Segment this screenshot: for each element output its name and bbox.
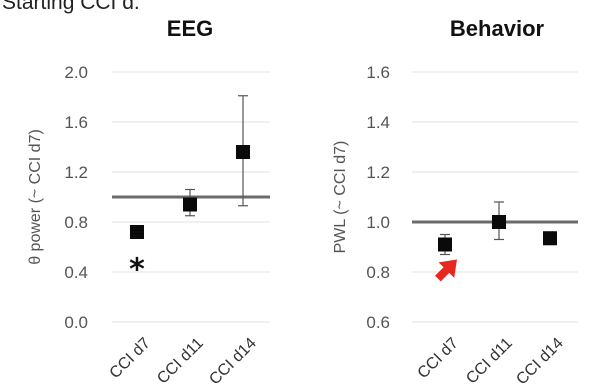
y-tick-label: 0.8	[64, 213, 88, 232]
data-point-marker	[236, 145, 250, 159]
data-point-marker	[183, 197, 197, 212]
x-tick-label: CCI d7	[415, 335, 462, 382]
x-tick-label: CCI d11	[463, 335, 516, 388]
eeg-chart-title: EEG	[167, 16, 213, 41]
y-axis-label: θ power (~ CCI d7)	[27, 129, 44, 265]
eeg-chart-panel: EEG 0.0 0.4 0.8 1.2 1.6 2.0 θ power (~ CCI d7) C…	[27, 16, 270, 388]
y-tick-label: 1.0	[366, 213, 390, 232]
y-axis-label: PWL (~ CCI d7)	[332, 141, 349, 254]
header-fragment: Starting CCI d.	[2, 0, 140, 14]
y-tick-label: 0.6	[366, 313, 390, 332]
y-tick-label: 1.6	[366, 63, 390, 82]
y-tick-label: 1.2	[366, 163, 390, 182]
significance-star: *	[129, 253, 145, 288]
data-point-marker	[438, 237, 452, 252]
data-point-marker	[543, 231, 557, 246]
behavior-chart-panel: Behavior 0.6 0.8 1.0 1.2 1.4 1.6 PWL (~ CCI d7)…	[332, 16, 578, 388]
y-tick-label: 1.6	[64, 113, 88, 132]
y-tick-label: 0.4	[64, 263, 88, 282]
data-point-marker	[130, 225, 144, 239]
x-tick-label: CCI d7	[107, 335, 154, 382]
y-tick-label: 2.0	[64, 63, 88, 82]
behavior-chart-title: Behavior	[450, 16, 545, 41]
data-point-marker	[492, 215, 506, 229]
x-tick-label: CCI d11	[154, 335, 207, 388]
highlight-arrow-icon	[435, 259, 457, 282]
y-tick-label: 0.8	[366, 263, 390, 282]
y-tick-label: 1.2	[64, 163, 88, 182]
x-tick-label: CCI d14	[206, 335, 260, 389]
arrow-shape	[435, 259, 457, 282]
y-tick-label: 0.0	[64, 313, 88, 332]
x-tick-label: CCI d14	[513, 335, 567, 389]
y-tick-label: 1.4	[366, 113, 390, 132]
